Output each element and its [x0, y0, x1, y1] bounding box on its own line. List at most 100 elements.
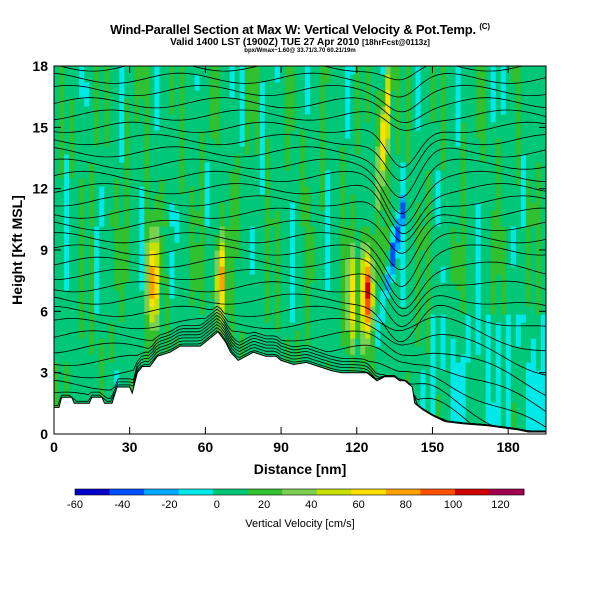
w-cell [104, 282, 110, 291]
w-cell [490, 218, 497, 227]
w-cell [435, 186, 442, 195]
w-cell [415, 322, 422, 331]
w-cell [264, 82, 271, 91]
w-cell [229, 178, 236, 187]
w-cell [355, 242, 361, 251]
w-cell [380, 266, 386, 275]
w-cell [234, 98, 241, 107]
w-cell [340, 138, 346, 147]
w-cell [535, 338, 542, 347]
w-cell [535, 74, 542, 83]
w-cell [325, 210, 331, 219]
w-cell [380, 218, 386, 227]
w-cell [400, 210, 407, 219]
w-cell [59, 194, 65, 203]
w-cell [174, 306, 181, 315]
w-cell [174, 98, 181, 107]
w-cell [520, 170, 527, 179]
w-cell [79, 234, 85, 243]
w-cell [74, 218, 80, 227]
w-cell [89, 322, 95, 331]
w-cell [400, 226, 407, 235]
w-cell [360, 290, 366, 299]
w-cell [335, 130, 341, 139]
w-cell [445, 338, 452, 347]
w-cell [154, 330, 161, 339]
w-cell [239, 130, 246, 139]
w-cell [370, 330, 376, 339]
w-cell [179, 170, 186, 179]
w-cell [179, 66, 186, 75]
w-cell [505, 266, 512, 275]
w-cell [259, 210, 266, 219]
w-cell [134, 138, 140, 147]
w-cell [330, 122, 336, 131]
w-cell [405, 130, 412, 139]
w-cell [390, 282, 396, 291]
w-cell [535, 282, 542, 291]
w-cell [505, 298, 512, 307]
w-cell [99, 210, 105, 219]
w-cell [300, 170, 306, 179]
w-cell [450, 258, 457, 267]
w-cell [405, 66, 412, 75]
w-cell [79, 290, 85, 299]
w-cell [485, 202, 492, 211]
w-cell [119, 170, 125, 179]
w-cell [274, 346, 281, 355]
w-cell [435, 66, 442, 75]
w-cell [310, 210, 316, 219]
w-cell [395, 234, 402, 243]
w-cell [284, 106, 291, 115]
w-cell [475, 178, 482, 187]
w-cell [219, 234, 226, 243]
y-tick-label: 0 [40, 426, 48, 442]
w-cell [139, 274, 145, 283]
w-cell [405, 226, 412, 235]
w-cell [274, 178, 281, 187]
w-cell [154, 98, 161, 107]
w-cell [129, 226, 135, 235]
w-cell [279, 346, 286, 355]
w-cell [315, 186, 321, 195]
w-cell [445, 346, 452, 355]
w-cell [405, 170, 412, 179]
w-cell [54, 346, 60, 355]
w-cell [179, 266, 186, 275]
w-cell [540, 138, 546, 147]
w-cell [525, 66, 532, 75]
w-cell [64, 306, 70, 315]
w-cell [525, 386, 532, 395]
w-cell [109, 370, 115, 379]
w-cell [320, 250, 326, 259]
w-cell [340, 154, 346, 163]
w-cell [495, 306, 502, 315]
w-cell [500, 322, 507, 331]
w-cell [254, 306, 261, 315]
w-cell [169, 330, 176, 339]
w-cell [209, 234, 216, 243]
w-cell [204, 274, 211, 283]
w-cell [340, 282, 346, 291]
w-cell [530, 138, 537, 147]
w-cell [450, 234, 457, 243]
w-cell [264, 226, 271, 235]
w-cell [525, 194, 532, 203]
w-cell [84, 130, 90, 139]
w-cell [300, 258, 306, 267]
chart-title: Wind-Parallel Section at Max W: Vertical… [110, 22, 490, 37]
w-cell [259, 154, 266, 163]
w-cell [540, 114, 546, 123]
w-cell [269, 186, 276, 195]
w-cell [535, 250, 542, 259]
w-cell [249, 82, 256, 91]
w-cell [209, 194, 216, 203]
w-cell [204, 122, 211, 131]
w-cell [400, 178, 407, 187]
w-cell [460, 194, 467, 203]
w-cell [375, 114, 381, 123]
w-cell [284, 274, 291, 283]
w-cell [294, 218, 301, 227]
w-cell [435, 290, 442, 299]
w-cell [475, 162, 482, 171]
